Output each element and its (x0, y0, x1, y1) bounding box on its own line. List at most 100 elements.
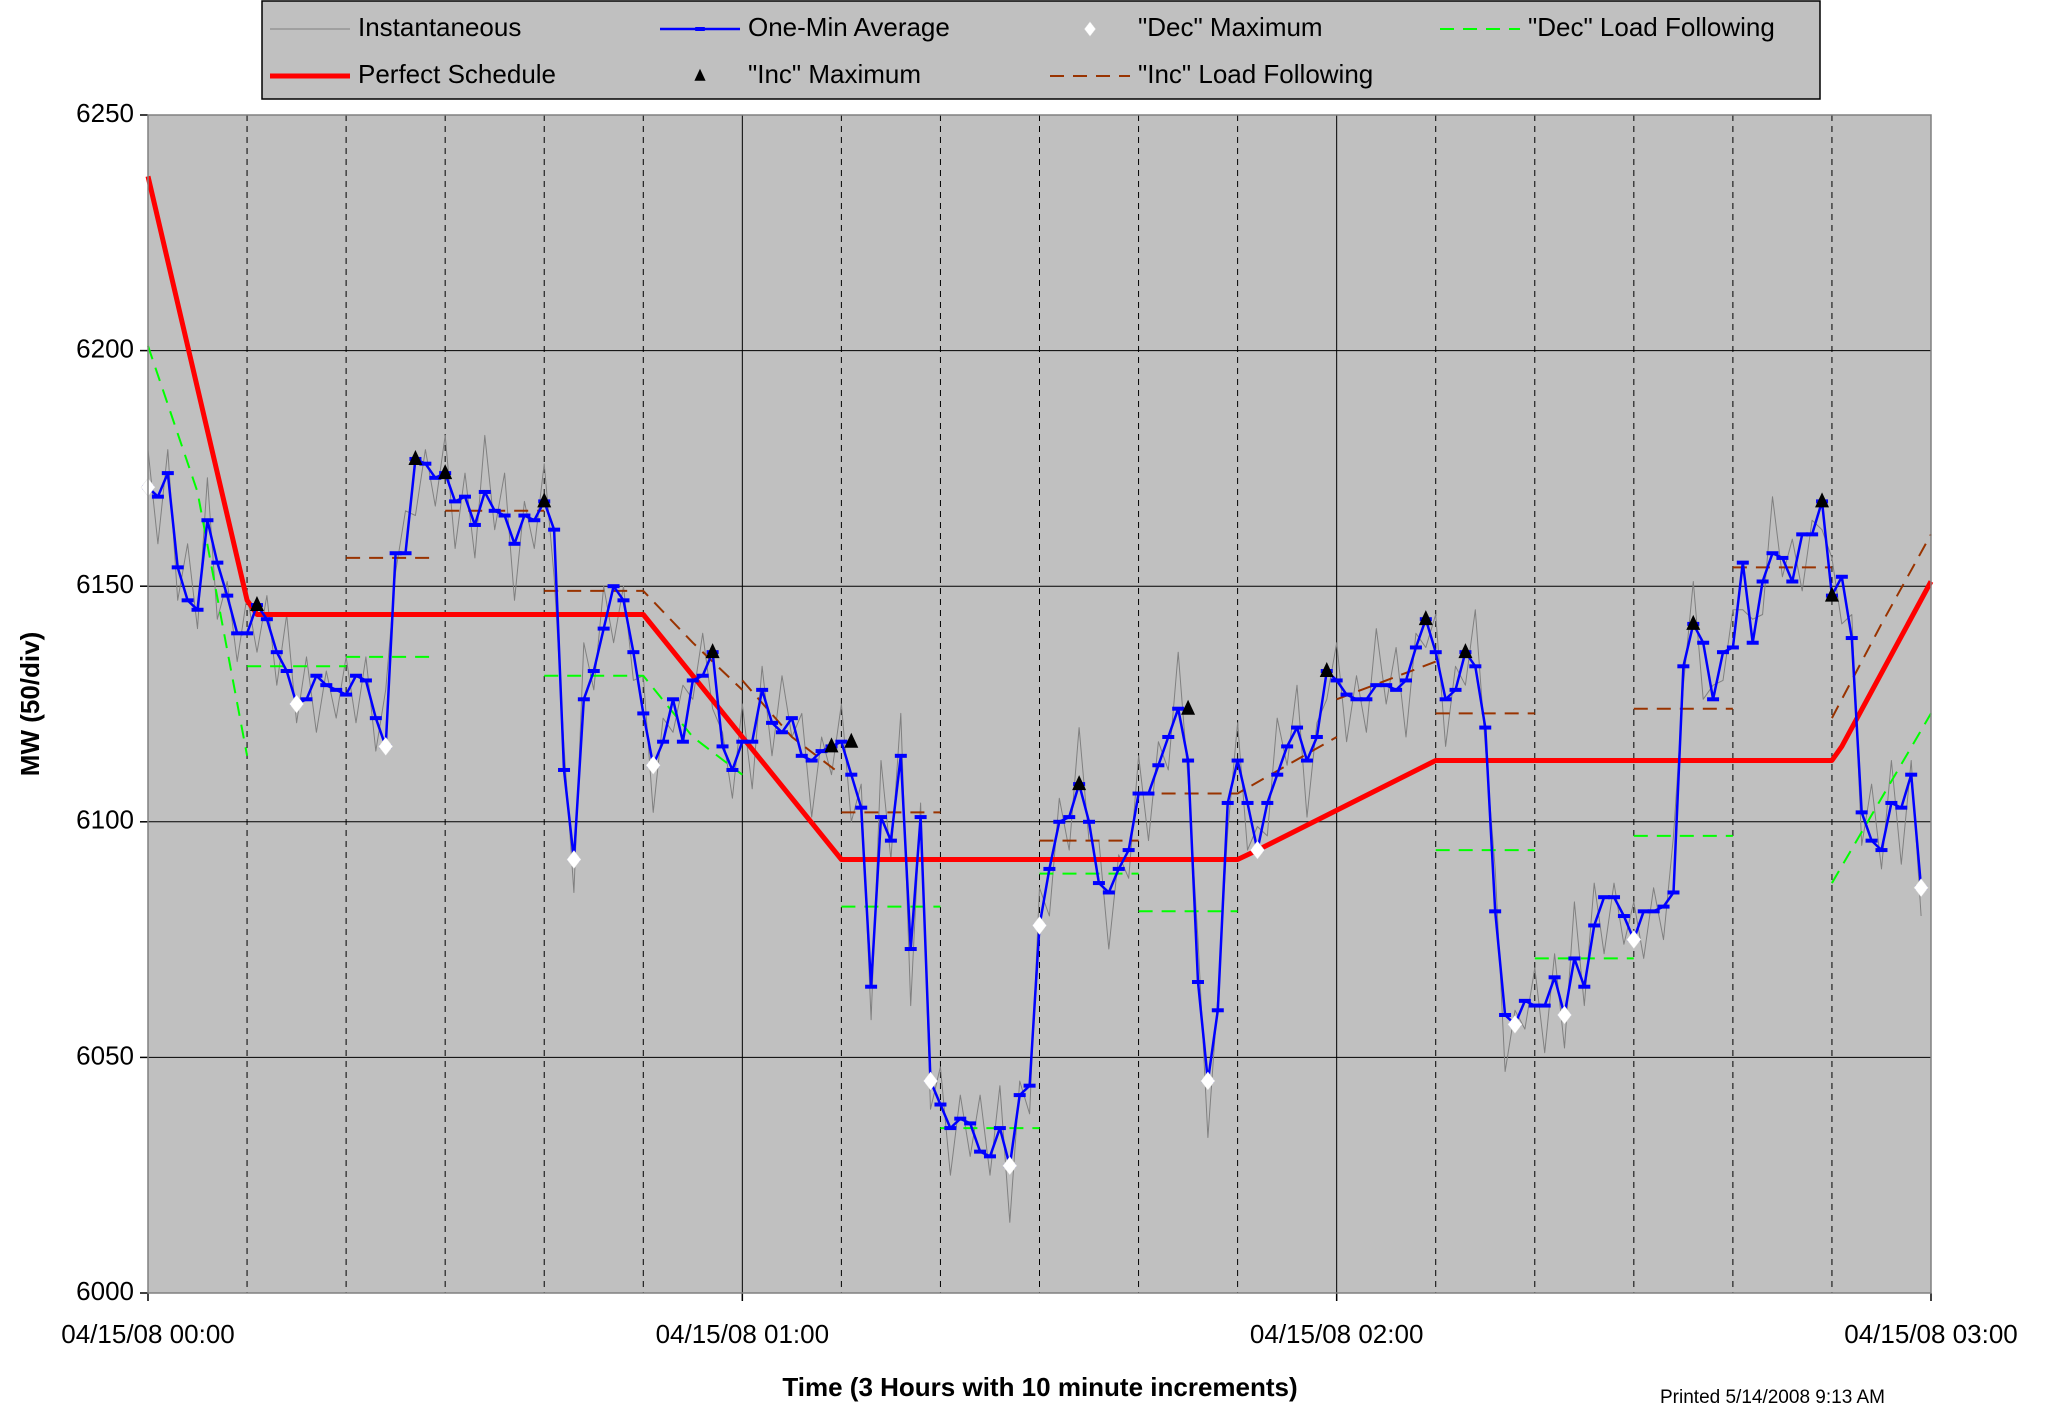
diamond-marker (1250, 840, 1265, 860)
x-tick-label: 04/15/08 00:00 (61, 1319, 235, 1349)
y-tick-label: 6050 (76, 1040, 134, 1070)
triangle-marker (1815, 492, 1830, 508)
dash-marker (161, 471, 174, 476)
dash-marker (1152, 763, 1165, 768)
dash-marker (746, 739, 759, 744)
dash-marker (558, 767, 571, 772)
dash-marker (1350, 697, 1363, 702)
dash-marker (1241, 800, 1254, 805)
dash-marker (151, 494, 164, 499)
diamond-marker (1084, 21, 1096, 37)
dash-marker (1132, 791, 1145, 796)
legend-label: "Inc" Maximum (748, 59, 921, 89)
dash-marker (1796, 532, 1809, 537)
dash-marker (280, 669, 293, 674)
dash-marker (1271, 772, 1284, 777)
triangle-marker (1072, 775, 1087, 791)
diamond-marker (1626, 930, 1642, 950)
dash-marker (1191, 980, 1204, 985)
dash-marker (993, 1126, 1006, 1131)
dash-marker (1657, 904, 1670, 909)
dash-marker (1776, 555, 1789, 560)
dash-marker (805, 758, 818, 763)
dash-marker (686, 678, 699, 683)
dash-marker (1281, 744, 1294, 749)
dash-marker (1083, 819, 1096, 824)
dash-marker (1528, 1003, 1541, 1008)
dash-marker (518, 513, 531, 518)
dash-marker (1400, 678, 1413, 683)
dash-marker (676, 739, 689, 744)
dash-marker (1043, 866, 1056, 871)
dash-marker (171, 565, 184, 570)
dash-marker (1608, 895, 1621, 900)
dash-marker (310, 673, 323, 678)
dash-marker (1578, 984, 1591, 989)
dash-marker (350, 673, 363, 678)
dash-marker (1182, 758, 1195, 763)
dash-marker (695, 27, 705, 31)
dash-marker (1261, 800, 1274, 805)
dash-marker (478, 489, 491, 494)
legend-label: One-Min Average (748, 12, 950, 42)
triangle-marker (705, 643, 720, 659)
dash-marker (1766, 551, 1779, 556)
dash-marker (1746, 640, 1759, 645)
dash-marker (1429, 650, 1442, 655)
dash-marker (1736, 560, 1749, 565)
triangle-marker (844, 732, 859, 748)
dash-marker (201, 518, 214, 523)
dash-marker (785, 716, 798, 721)
dash-marker (934, 1102, 947, 1107)
dash-marker (1677, 664, 1690, 669)
dash-marker (894, 753, 907, 758)
dash-marker (1647, 909, 1660, 914)
dash-marker (657, 739, 670, 744)
dash-marker (231, 631, 244, 636)
dash-marker (1023, 1083, 1036, 1088)
dash-marker (320, 683, 333, 688)
dash-marker (726, 767, 739, 772)
dash-marker (587, 669, 600, 674)
y-tick-label: 6150 (76, 569, 134, 599)
dash-marker (528, 518, 541, 523)
dash-marker (1409, 645, 1422, 650)
diamond-marker (923, 1071, 938, 1091)
dash-marker (855, 805, 868, 810)
legend-label: Perfect Schedule (358, 59, 556, 89)
legend-label: Instantaneous (358, 12, 521, 42)
dash-marker (270, 650, 283, 655)
dash-marker (1786, 579, 1799, 584)
dash-marker (964, 1121, 977, 1126)
legend-box (261, 0, 1821, 100)
dash-marker (1122, 848, 1135, 853)
triangle-marker (408, 449, 423, 465)
dash-marker (359, 678, 372, 683)
diamond-marker (566, 850, 582, 869)
dash-marker (1598, 895, 1611, 900)
series-line (147, 345, 1932, 1130)
dash-marker (627, 650, 640, 655)
dash-marker (974, 1149, 987, 1154)
dash-marker (468, 522, 481, 527)
diamond-marker (1002, 1156, 1018, 1176)
y-tick-label: 6200 (76, 333, 134, 363)
diamond-marker (645, 755, 661, 775)
dash-marker (607, 584, 620, 589)
diamond-marker (1507, 1015, 1523, 1034)
dash-marker (1112, 866, 1125, 871)
triangle-marker (438, 464, 453, 480)
dash-marker (429, 475, 442, 480)
dash-marker (904, 947, 917, 952)
dash-marker (716, 744, 729, 749)
dash-marker (1756, 579, 1769, 584)
dash-marker (1469, 664, 1482, 669)
plot-border (147, 114, 1932, 1294)
dash-marker (1716, 650, 1729, 655)
dash-marker (1667, 890, 1680, 895)
triangle-marker (1686, 614, 1701, 630)
dash-marker (260, 617, 273, 622)
y-axis-title: MW (50/div) (15, 632, 45, 776)
dash-marker (756, 687, 769, 692)
dash-marker (1300, 758, 1313, 763)
